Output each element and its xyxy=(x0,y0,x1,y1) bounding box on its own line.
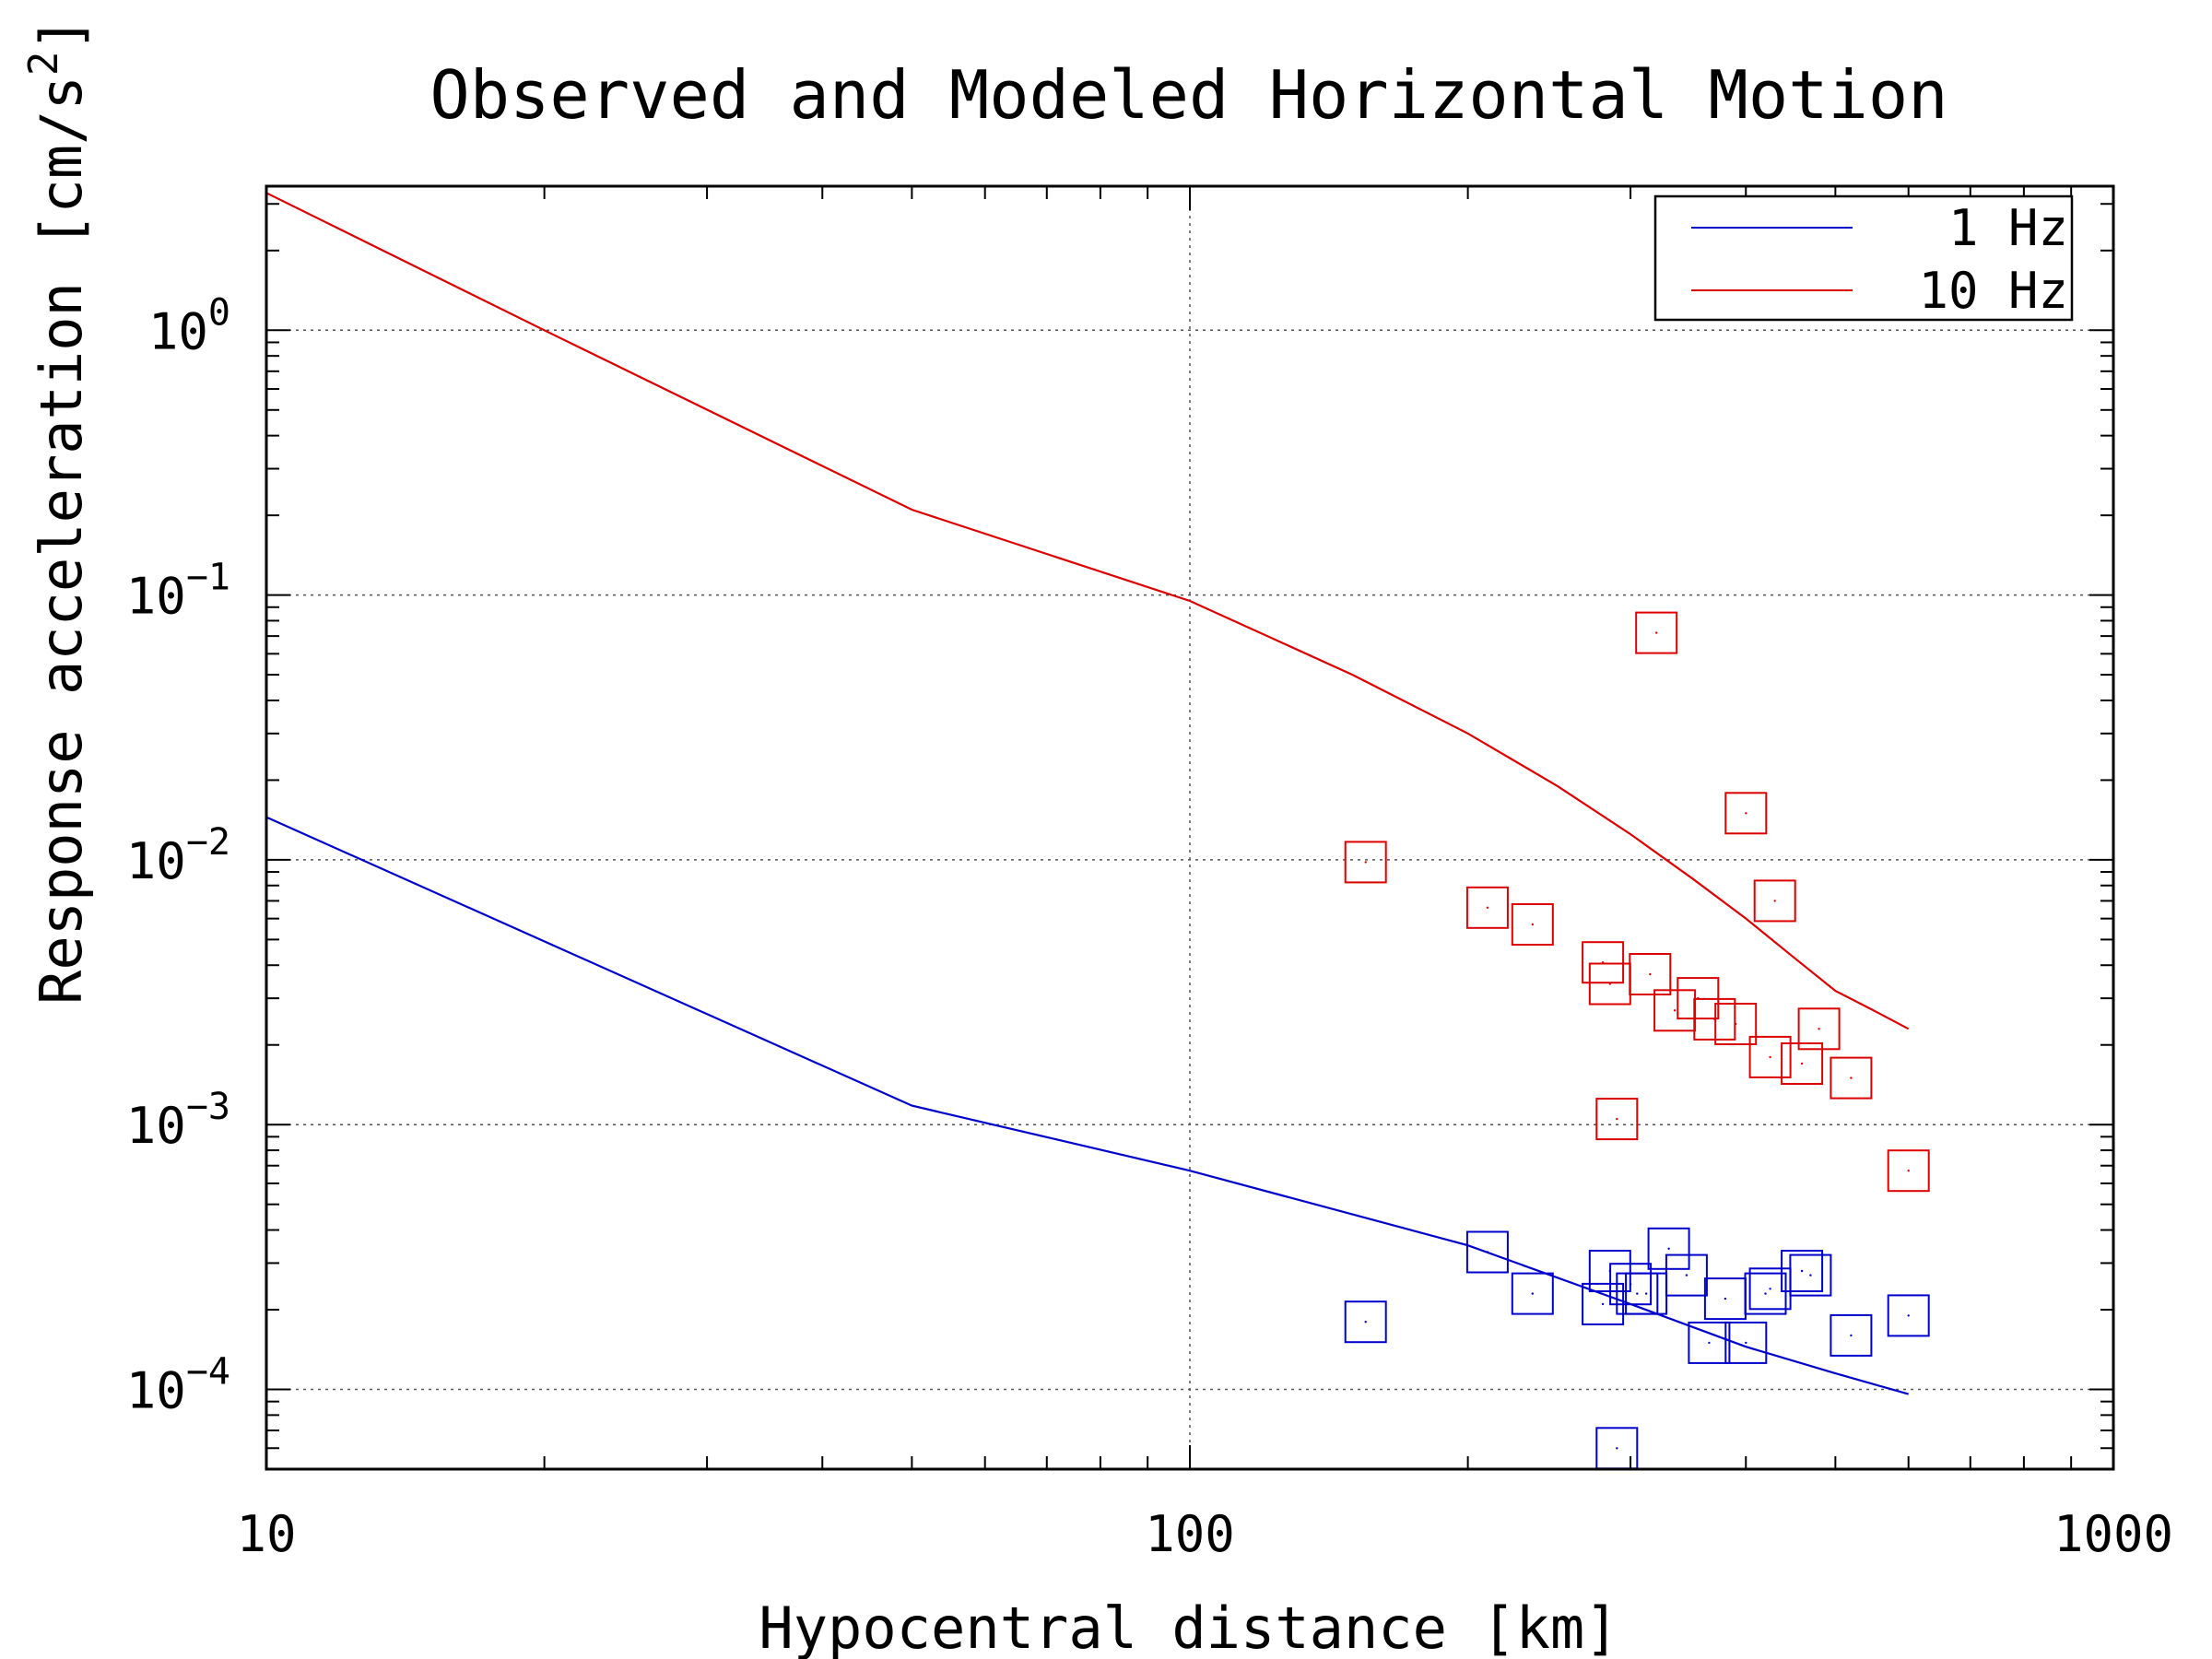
y-tick-label: 100 xyxy=(148,291,230,360)
observed-point-10hz xyxy=(1465,886,1509,929)
observed-point-1hz xyxy=(1647,1227,1690,1270)
observed-point-1hz xyxy=(1789,1253,1832,1297)
y-tick-label-exp: −1 xyxy=(186,557,230,599)
observed-point-center-1hz xyxy=(1745,1341,1747,1345)
observed-point-center-10hz xyxy=(1655,631,1658,634)
y-axis-label-sup: 2 xyxy=(20,52,67,76)
observed-point-10hz xyxy=(1714,1003,1758,1045)
observed-point-1hz xyxy=(1744,1272,1787,1315)
x-tick-label: 100 xyxy=(1145,1505,1235,1563)
observed-point-1hz xyxy=(1781,1250,1824,1292)
y-tick-label-base: 10 xyxy=(126,832,186,890)
y-tick-label-exp: 0 xyxy=(208,291,230,334)
legend-label-10hz: 10 Hz xyxy=(1918,262,2068,320)
observed-points xyxy=(1344,611,1930,1470)
observed-point-center-1hz xyxy=(1724,1297,1727,1300)
observed-point-center-1hz xyxy=(1850,1334,1853,1337)
y-tick-label-base: 10 xyxy=(148,302,208,360)
y-axis-label-suffix: ] xyxy=(28,17,95,51)
observed-point-1hz xyxy=(1665,1253,1708,1297)
observed-point-10hz xyxy=(1582,941,1625,984)
observed-point-center-10hz xyxy=(1745,812,1747,815)
observed-point-center-1hz xyxy=(1800,1269,1804,1273)
observed-point-center-1hz xyxy=(1364,1321,1367,1324)
chart-title: Observed and Modeled Horizontal Motion xyxy=(429,56,1947,134)
observed-point-center-10hz xyxy=(1673,1009,1677,1012)
observed-point-10hz xyxy=(1830,1056,1873,1100)
observed-point-10hz xyxy=(1781,1042,1824,1085)
y-tick-label-exp: −3 xyxy=(186,1086,230,1128)
observed-point-center-1hz xyxy=(1685,1274,1688,1277)
y-tick-label-exp: −4 xyxy=(186,1351,230,1394)
observed-point-center-1hz xyxy=(1764,1292,1767,1295)
observed-point-center-10hz xyxy=(1531,923,1535,926)
observed-point-10hz xyxy=(1797,1007,1841,1051)
observed-point-center-10hz xyxy=(1616,1117,1618,1121)
observed-point-center-1hz xyxy=(1809,1274,1812,1277)
y-tick-label: 10−4 xyxy=(126,1351,230,1420)
observed-point-1hz xyxy=(1344,1300,1387,1344)
observed-point-center-10hz xyxy=(1649,972,1652,976)
observed-point-center-1hz xyxy=(1907,1314,1910,1317)
observed-point-10hz xyxy=(1511,903,1554,946)
y-tick-label-base: 10 xyxy=(126,1097,186,1155)
observed-point-center-1hz xyxy=(1667,1247,1670,1251)
y-tick-label-base: 10 xyxy=(126,568,186,626)
observed-point-10hz xyxy=(1344,841,1387,884)
observed-point-center-1hz xyxy=(1644,1292,1648,1295)
y-tick-label: 10−3 xyxy=(126,1086,230,1155)
observed-point-center-10hz xyxy=(1486,906,1489,909)
observed-point-10hz xyxy=(1635,611,1678,654)
model-lines xyxy=(265,192,1910,1395)
legend-box xyxy=(1653,194,2074,322)
observed-point-center-1hz xyxy=(1616,1447,1618,1450)
legend: 1 Hz 10 Hz xyxy=(1653,194,2074,322)
observed-point-center-1hz xyxy=(1708,1341,1711,1345)
observed-point-center-10hz xyxy=(1364,861,1367,864)
observed-point-center-10hz xyxy=(1818,1028,1820,1030)
model-line-10hz xyxy=(265,192,1910,1030)
observed-point-center-10hz xyxy=(1735,1022,1737,1026)
x-tick-label: 1000 xyxy=(2053,1505,2173,1563)
legend-label-1hz: 1 Hz xyxy=(1948,199,2068,257)
grid xyxy=(266,186,2113,1469)
observed-point-1hz xyxy=(1511,1272,1554,1315)
observed-point-10hz xyxy=(1887,1149,1930,1193)
observed-point-center-10hz xyxy=(1773,900,1776,902)
observed-point-center-1hz xyxy=(1531,1292,1535,1295)
x-axis-label: Hypocentral distance [km] xyxy=(759,1594,1618,1659)
observed-point-10hz xyxy=(1753,879,1796,923)
observed-point-center-1hz xyxy=(1486,1251,1489,1253)
y-tick-label: 10−2 xyxy=(126,821,230,890)
observed-point-center-10hz xyxy=(1769,1055,1771,1059)
observed-point-1hz xyxy=(1688,1321,1731,1364)
observed-point-center-10hz xyxy=(1850,1077,1853,1079)
plot-frame xyxy=(265,184,2115,1471)
observed-point-center-10hz xyxy=(1907,1170,1910,1172)
x-tick-label: 10 xyxy=(236,1505,296,1563)
observed-point-1hz xyxy=(1609,1263,1653,1306)
y-tick-label-base: 10 xyxy=(126,1362,186,1420)
observed-point-1hz xyxy=(1465,1230,1509,1274)
observed-point-center-1hz xyxy=(1636,1292,1639,1295)
observed-point-10hz xyxy=(1595,1098,1639,1141)
observed-point-10hz xyxy=(1748,1035,1792,1078)
observed-point-10hz xyxy=(1724,792,1768,835)
observed-point-1hz xyxy=(1830,1313,1873,1357)
observed-point-10hz xyxy=(1629,953,1672,995)
observed-point-center-10hz xyxy=(1800,1062,1804,1065)
y-tick-label: 10−1 xyxy=(126,557,230,626)
observed-point-center-10hz xyxy=(1608,982,1612,985)
model-line-1hz xyxy=(265,816,1910,1395)
observed-point-1hz xyxy=(1887,1294,1930,1337)
y-axis-label-main: Response acceleration [cm/s xyxy=(28,76,95,1005)
observed-point-center-1hz xyxy=(1769,1288,1771,1290)
y-axis-label: Response acceleration [cm/s2] xyxy=(20,17,95,1005)
y-tick-label-exp: −2 xyxy=(186,821,230,864)
observed-point-1hz xyxy=(1724,1321,1768,1364)
observed-point-center-1hz xyxy=(1629,1283,1632,1286)
observed-point-center-1hz xyxy=(1601,1302,1605,1306)
